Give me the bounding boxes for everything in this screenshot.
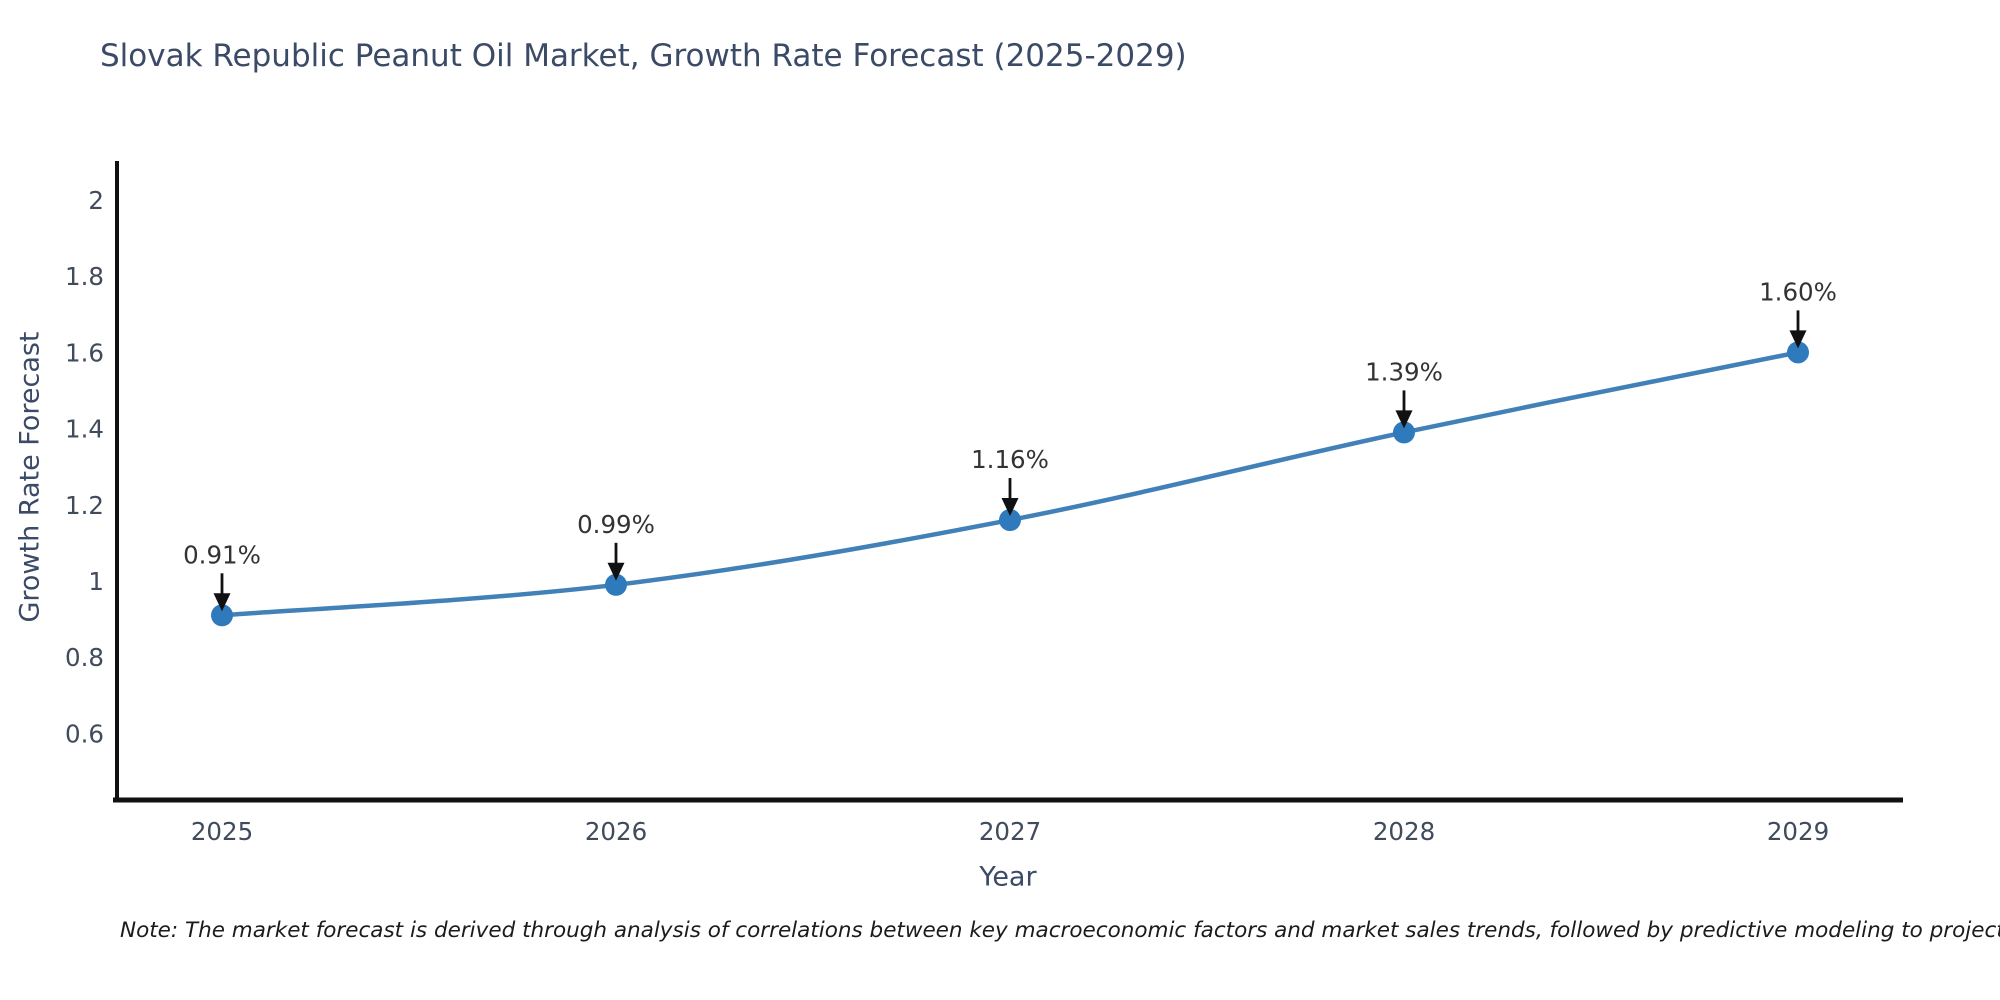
- x-tick-label: 2026: [585, 817, 647, 846]
- chart-title: Slovak Republic Peanut Oil Market, Growt…: [100, 38, 1187, 74]
- data-point-marker: [211, 604, 233, 627]
- annotation-arrow-head: [1789, 330, 1807, 349]
- y-tick-label: 1.8: [65, 262, 104, 291]
- data-point-label: 1.16%: [971, 445, 1049, 474]
- annotation-arrow-head: [1001, 498, 1019, 517]
- annotation-arrow-head: [1395, 410, 1413, 429]
- y-tick-label: 0.8: [65, 643, 104, 672]
- y-tick-label: 2: [88, 186, 104, 215]
- data-point-label: 1.60%: [1759, 277, 1837, 306]
- y-tick-label: 1: [88, 567, 104, 596]
- data-point-label: 1.39%: [1365, 357, 1443, 386]
- data-point-marker: [999, 509, 1021, 532]
- x-axis-title: Year: [979, 861, 1037, 893]
- x-tick-label: 2029: [1767, 817, 1829, 846]
- y-tick-label: 1.4: [65, 415, 104, 444]
- y-tick-label: 0.6: [65, 719, 104, 748]
- x-tick-label: 2027: [979, 817, 1041, 846]
- y-tick-label: 1.2: [65, 491, 104, 520]
- data-point-marker: [605, 573, 627, 596]
- x-tick-label: 2028: [1373, 817, 1435, 846]
- data-point-label: 0.91%: [183, 540, 261, 569]
- annotation-arrow-head: [213, 593, 231, 612]
- data-point-label: 0.99%: [577, 510, 655, 539]
- data-point-marker: [1787, 341, 1809, 364]
- x-tick-label: 2025: [191, 817, 253, 846]
- data-point-marker: [1393, 421, 1415, 444]
- y-tick-label: 1.6: [65, 338, 104, 367]
- footnote: Note: The market forecast is derived thr…: [120, 918, 2000, 943]
- annotation-arrow-head: [607, 562, 625, 581]
